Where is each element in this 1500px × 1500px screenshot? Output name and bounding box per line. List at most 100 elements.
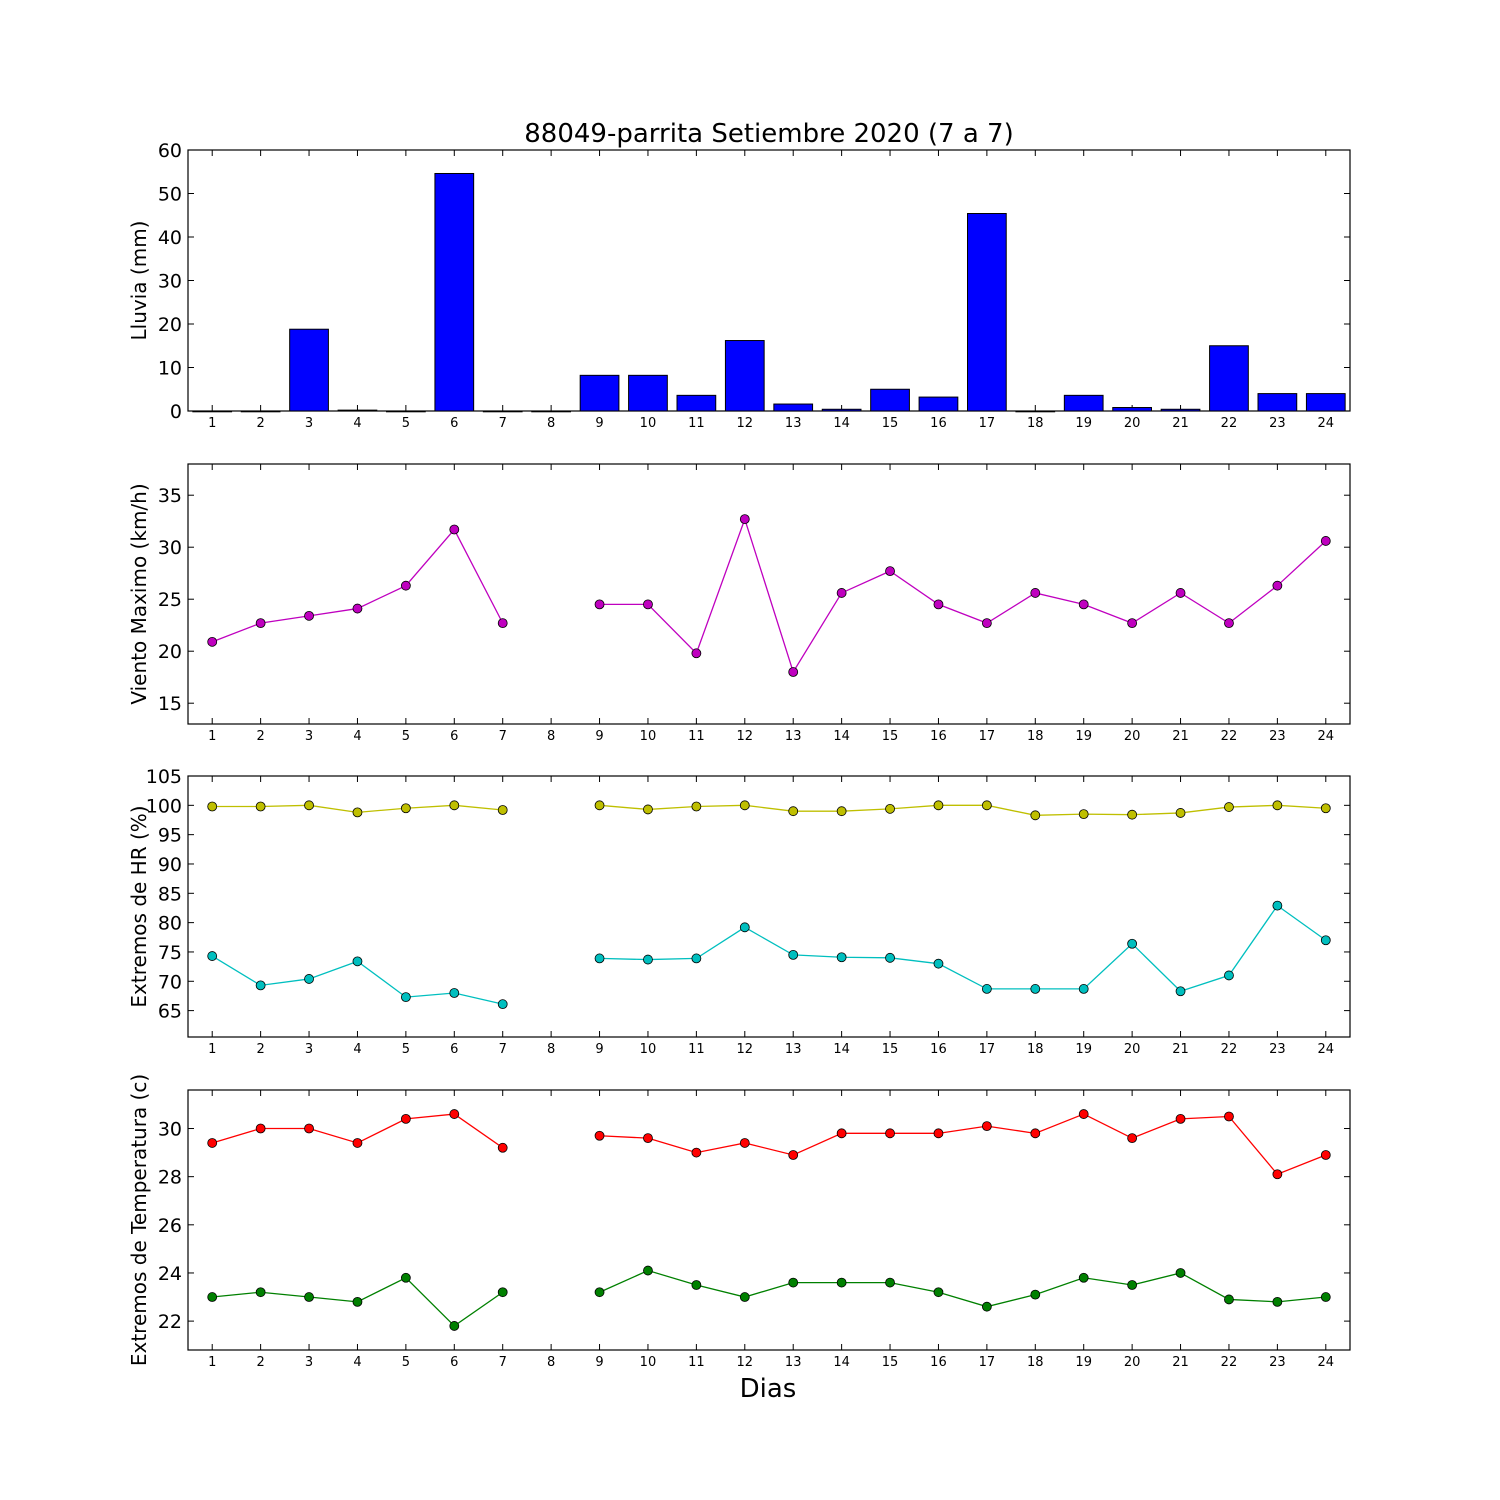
bar — [821, 408, 862, 412]
y-tick-label: 60 — [158, 140, 182, 162]
x-tick-label: 7 — [499, 416, 507, 431]
y-tick-label: 65 — [158, 1001, 182, 1023]
data-point — [449, 988, 460, 998]
series-line-2 — [599, 904, 1327, 992]
data-point — [497, 1287, 508, 1298]
data-point — [1078, 809, 1089, 820]
x-tick-label: 3 — [305, 416, 313, 431]
x-tick-label: 15 — [882, 1042, 899, 1057]
bar — [1112, 407, 1152, 412]
x-tick-label: 18 — [1027, 1042, 1044, 1057]
x-tick-label: 11 — [688, 1355, 705, 1370]
x-tick-label: 15 — [882, 729, 899, 744]
x-tick-label: 14 — [833, 1355, 850, 1370]
bar — [870, 388, 910, 412]
x-tick-label: 2 — [256, 1355, 264, 1370]
data-point — [594, 1287, 605, 1298]
x-tick-label: 5 — [402, 729, 410, 744]
x-tick-label: 17 — [979, 1355, 996, 1370]
data-point — [207, 951, 218, 961]
data-point — [836, 588, 847, 598]
data-point — [933, 800, 944, 811]
data-point — [836, 1277, 847, 1288]
y-tick-label: 70 — [158, 971, 182, 993]
data-point — [643, 599, 653, 610]
bar — [434, 172, 475, 412]
data-point — [594, 1130, 605, 1141]
x-tick-label: 10 — [640, 729, 657, 744]
x-tick-label: 19 — [1075, 729, 1092, 744]
y-tick-label: 28 — [158, 1167, 182, 1189]
data-point — [885, 1277, 895, 1288]
data-point — [1175, 1268, 1186, 1278]
x-tick-label: 14 — [833, 1042, 850, 1057]
y-tick-label: 35 — [158, 485, 182, 507]
x-tick-label: 3 — [305, 1355, 313, 1370]
x-tick-label: 19 — [1075, 416, 1092, 431]
x-tick-label: 9 — [595, 729, 603, 744]
x-tick-label: 7 — [499, 1355, 507, 1370]
x-tick-label: 4 — [353, 416, 361, 431]
x-tick-label: 2 — [256, 729, 264, 744]
axes-frame — [187, 775, 1351, 1038]
x-tick-label: 12 — [737, 416, 754, 431]
data-point — [1224, 1294, 1234, 1305]
data-point — [788, 1150, 799, 1160]
data-point — [1078, 599, 1089, 610]
x-tick-label: 18 — [1027, 1355, 1044, 1370]
x-tick-label: 7 — [499, 729, 507, 744]
data-point — [1030, 1289, 1041, 1300]
data-point — [207, 1138, 218, 1148]
data-point — [304, 800, 314, 811]
data-point — [643, 1133, 653, 1144]
data-point — [400, 1272, 411, 1283]
data-point — [981, 1301, 992, 1312]
y-tick-label: 100 — [146, 795, 182, 817]
data-point — [1224, 802, 1234, 812]
data-point — [1272, 800, 1283, 811]
x-tick-label: 22 — [1221, 1355, 1238, 1370]
x-tick-label: 6 — [450, 416, 458, 431]
x-tick-label: 20 — [1124, 1042, 1141, 1057]
data-point — [207, 801, 218, 812]
data-point — [739, 1138, 750, 1148]
data-point — [691, 1147, 702, 1158]
bar — [967, 213, 1007, 412]
data-point — [1272, 1169, 1283, 1180]
y-tick-label: 0 — [170, 401, 182, 423]
data-point — [739, 800, 750, 811]
bar — [724, 340, 765, 412]
x-tick-label: 10 — [640, 416, 657, 431]
y-tick-label: 26 — [158, 1215, 182, 1237]
data-point — [981, 800, 992, 811]
x-tick-label: 19 — [1075, 1355, 1092, 1370]
data-point — [1030, 1128, 1041, 1139]
x-tick-label: 1 — [208, 729, 216, 744]
x-tick-label: 5 — [402, 416, 410, 431]
x-tick-label: 19 — [1075, 1042, 1092, 1057]
x-axis-label: Dias — [740, 1374, 797, 1404]
data-point — [1224, 970, 1234, 981]
x-tick-label: 8 — [547, 729, 555, 744]
x-tick-label: 4 — [353, 1042, 361, 1057]
data-point — [400, 803, 411, 814]
data-point — [255, 618, 266, 629]
bar — [482, 410, 523, 413]
data-point — [836, 806, 847, 817]
data-point — [885, 803, 895, 814]
data-point — [981, 1121, 992, 1132]
y-axis-label: Extremos de HR (%) — [127, 805, 151, 1007]
bar — [240, 410, 281, 413]
x-tick-label: 21 — [1172, 416, 1189, 431]
y-axis-label: Lluvia (mm) — [127, 221, 151, 341]
y-tick-label: 85 — [158, 883, 182, 905]
data-point — [643, 1265, 653, 1276]
x-tick-label: 16 — [930, 729, 947, 744]
data-point — [400, 580, 411, 591]
y-tick-label: 105 — [146, 766, 182, 788]
y-tick-label: 75 — [158, 942, 182, 964]
y-tick-label: 90 — [158, 854, 182, 876]
